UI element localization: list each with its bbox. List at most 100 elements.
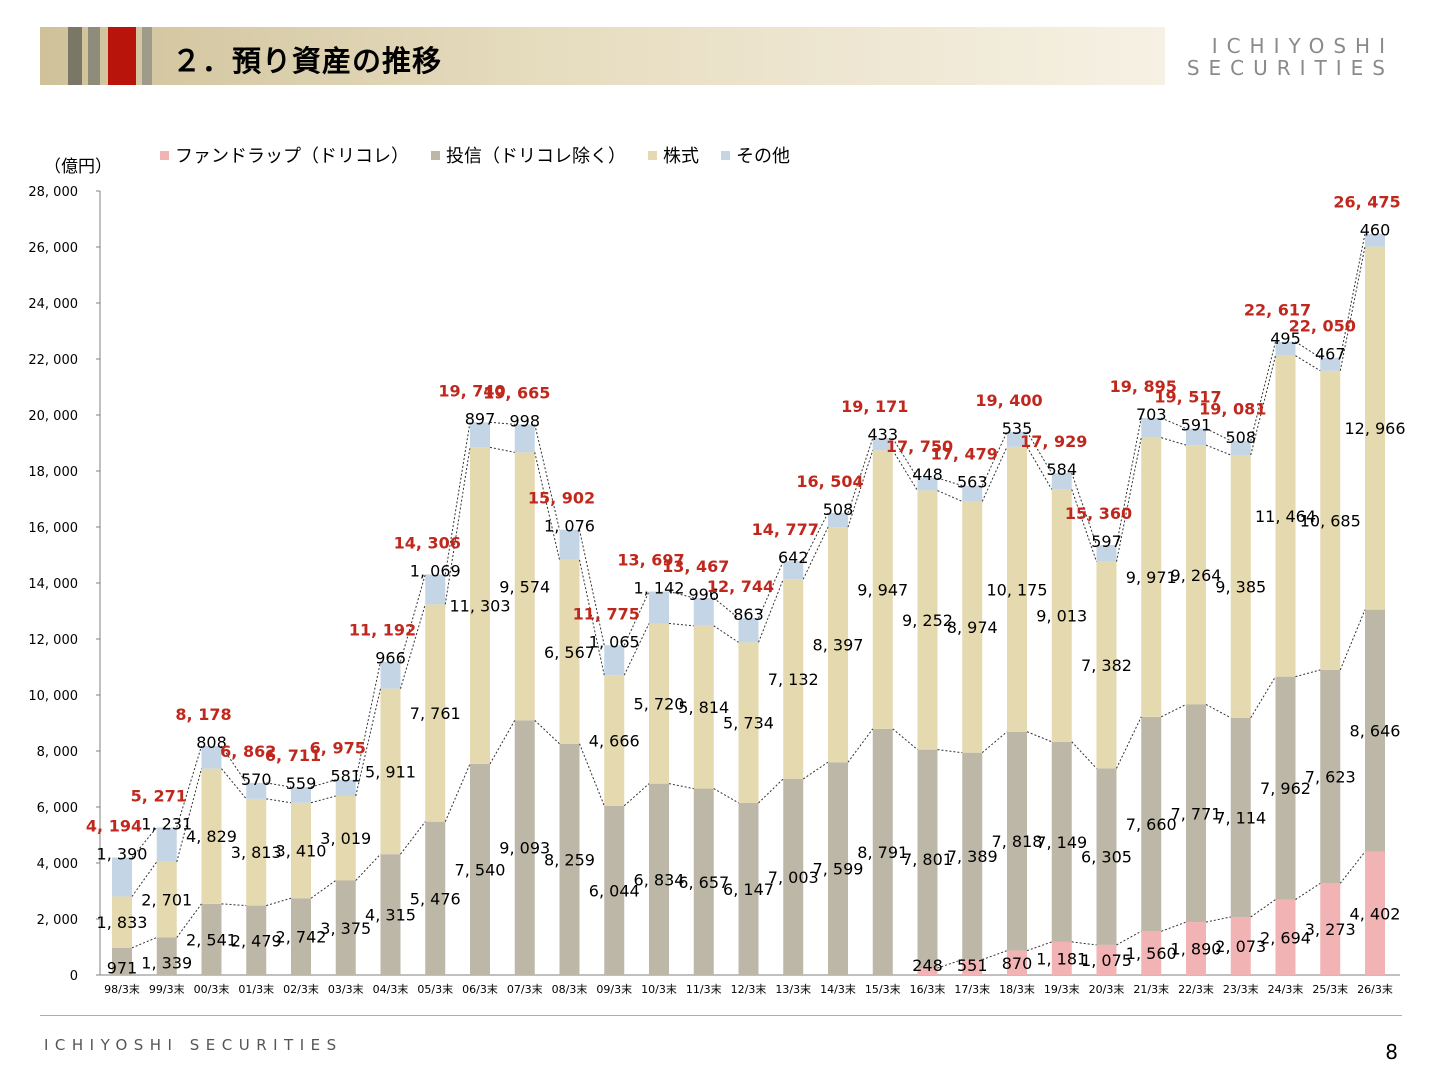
total-data-label: 6, 711	[265, 746, 321, 765]
total-data-label: 12, 744	[707, 577, 774, 596]
y-tick-label: 16, 000	[28, 521, 78, 536]
total-data-label: 19, 740	[438, 381, 505, 400]
bar-segment	[1365, 851, 1385, 975]
bar-segment	[1365, 246, 1385, 610]
segment-data-label: 5, 476	[410, 889, 461, 908]
total-data-label: 16, 504	[796, 472, 863, 491]
total-data-label: 15, 360	[1065, 504, 1132, 523]
connector-line	[1071, 489, 1097, 562]
connector-line	[221, 768, 247, 800]
segment-data-label: 642	[778, 548, 809, 567]
segment-data-label: 551	[957, 956, 988, 975]
header-stripe-1	[68, 27, 82, 85]
bar-segment	[380, 688, 401, 855]
x-tick-label: 17/3末	[954, 982, 990, 996]
segment-data-label: 1, 076	[544, 517, 595, 536]
legend-swatch-investment-trust	[431, 150, 440, 160]
segment-data-label: 5, 734	[723, 714, 774, 733]
total-data-label: 17, 750	[886, 437, 953, 456]
x-tick-label: 98/3末	[104, 982, 140, 996]
bar-segment	[872, 438, 893, 451]
bar-segment	[872, 728, 893, 975]
segment-data-label: 8, 397	[813, 636, 864, 655]
x-tick-label: 02/3末	[283, 982, 319, 996]
x-tick-label: 10/3末	[641, 982, 677, 996]
y-tick-label: 26, 000	[28, 241, 78, 256]
segment-data-label: 3, 375	[320, 919, 371, 938]
segment-data-label: 7, 114	[1215, 808, 1266, 827]
segment-data-label: 2, 479	[231, 931, 282, 950]
bar-segment	[917, 478, 938, 491]
segment-data-label: 7, 382	[1081, 656, 1132, 675]
bar-segment	[1141, 417, 1162, 438]
bar-segment	[201, 768, 222, 904]
connector-line	[444, 763, 471, 822]
total-data-label: 19, 517	[1154, 388, 1221, 407]
segment-data-label: 508	[823, 500, 854, 519]
total-data-label: 19, 895	[1110, 377, 1177, 396]
x-tick-label: 11/3末	[686, 982, 722, 996]
connector-line	[758, 778, 784, 804]
bar-segment	[783, 579, 804, 779]
total-data-label: 22, 617	[1244, 301, 1311, 320]
connector-line	[1116, 930, 1142, 946]
segment-data-label: 9, 574	[499, 577, 550, 596]
segment-data-label: 3, 410	[276, 841, 327, 860]
x-tick-label: 21/3末	[1133, 982, 1169, 996]
header-stripe-2	[88, 27, 100, 85]
segment-data-label: 7, 623	[1305, 768, 1356, 787]
bar-segment	[962, 485, 983, 502]
total-data-label: 19, 665	[483, 383, 550, 402]
bar-segment	[1096, 561, 1117, 769]
segment-data-label: 6, 834	[634, 870, 685, 889]
segment-data-label: 448	[912, 465, 943, 484]
segment-data-label: 11, 464	[1255, 507, 1316, 526]
bar-segment	[962, 959, 983, 975]
segment-data-label: 1, 075	[1081, 951, 1132, 970]
segment-data-label: 8, 791	[857, 843, 908, 862]
connector-line	[1295, 882, 1321, 900]
segment-data-label: 7, 761	[410, 704, 461, 723]
segment-data-label: 808	[196, 733, 227, 752]
connector-line	[1071, 941, 1097, 946]
x-tick-label: 04/3末	[373, 982, 409, 996]
connector-line	[400, 604, 426, 689]
segment-data-label: 996	[688, 585, 719, 604]
connector-line	[847, 450, 874, 528]
bar-segment	[604, 805, 625, 975]
bar-segment	[425, 574, 446, 605]
segment-data-label: 495	[1270, 329, 1301, 348]
legend-swatch-other	[721, 150, 730, 160]
y-axis-unit-label: （億円）	[44, 157, 112, 177]
bar-segment	[425, 821, 446, 975]
header-stripe-3	[108, 27, 136, 85]
x-tick-label: 12/3末	[731, 982, 767, 996]
bar-segment	[828, 527, 848, 763]
connector-line	[713, 788, 739, 804]
header-stripe-4	[142, 27, 152, 85]
y-tick-label: 8, 000	[37, 745, 78, 760]
segment-data-label: 1, 390	[97, 845, 148, 864]
bar-segment	[1007, 731, 1027, 951]
connector-line	[623, 783, 650, 807]
bar-segment	[380, 661, 401, 689]
bar-segment	[1051, 741, 1072, 942]
x-tick-label: 15/3末	[865, 982, 901, 996]
connector-line	[713, 625, 739, 643]
segment-data-label: 7, 003	[768, 868, 819, 887]
segment-data-label: 10, 175	[986, 580, 1047, 599]
total-data-label: 17, 929	[1020, 432, 1087, 451]
bar-segment	[201, 903, 222, 975]
bar-segment	[693, 788, 714, 975]
segment-data-label: 897	[465, 409, 496, 428]
connector-line	[1250, 676, 1276, 719]
y-tick-label: 4, 000	[37, 857, 78, 872]
connector-line	[668, 783, 694, 790]
connector-line	[892, 728, 918, 751]
y-tick-label: 28, 000	[28, 185, 78, 200]
bar-segment	[1007, 446, 1027, 732]
segment-data-label: 2, 742	[276, 928, 327, 947]
connector-line	[758, 579, 784, 643]
total-data-label: 13, 697	[617, 550, 684, 569]
segment-data-label: 563	[957, 473, 988, 492]
